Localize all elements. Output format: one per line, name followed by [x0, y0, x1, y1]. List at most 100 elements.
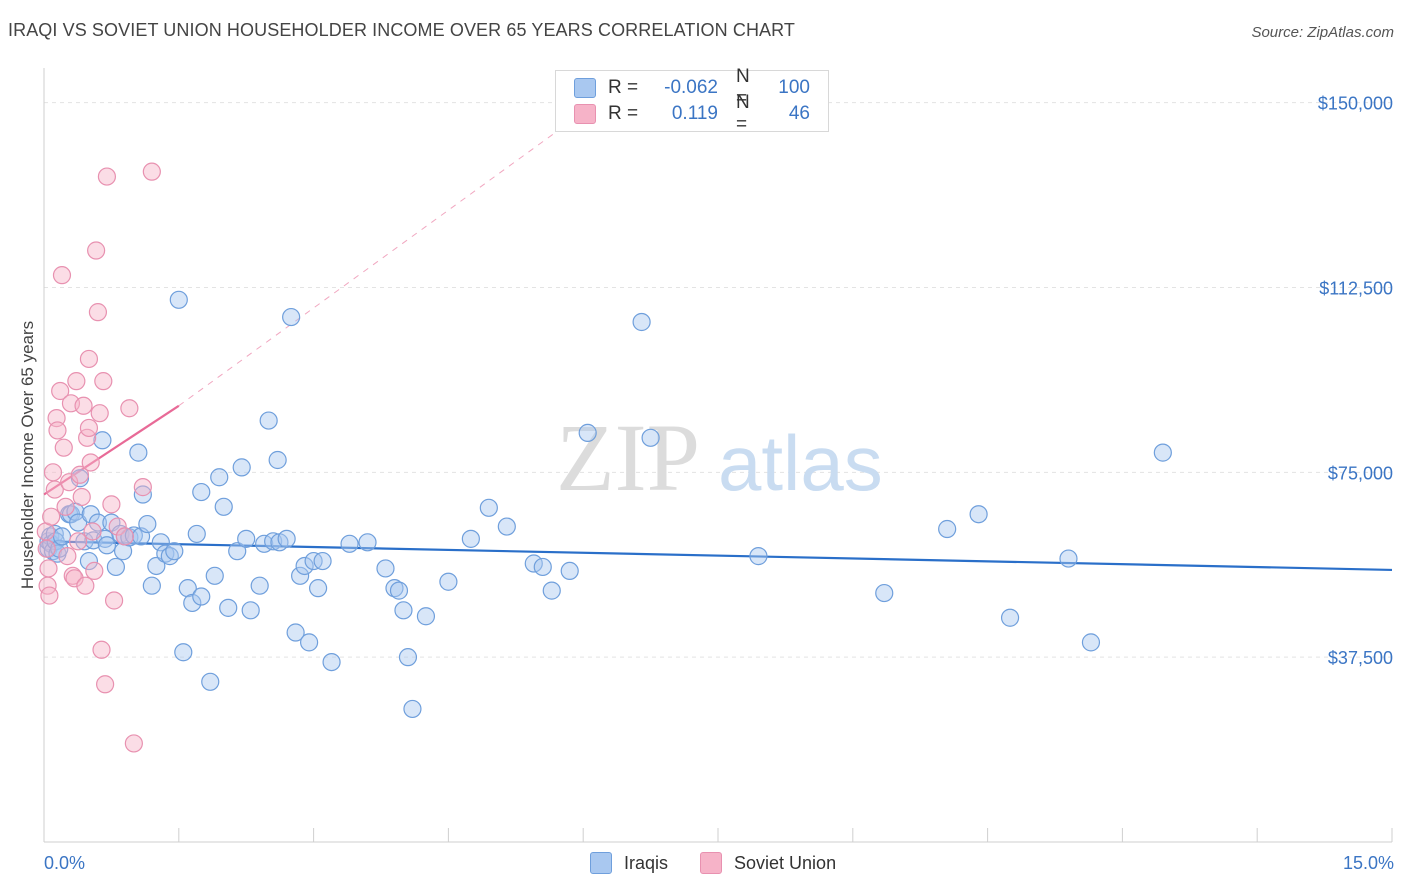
legend-n-label: N =: [736, 92, 750, 135]
legend-r-label: R =: [608, 103, 639, 124]
point-soviet-union: [58, 547, 77, 566]
point-iraqis: [138, 514, 157, 534]
y-axis-label: Householder Income Over 65 years: [18, 320, 37, 590]
point-iraqis: [376, 559, 395, 578]
point-soviet-union: [87, 241, 106, 260]
point-soviet-union: [88, 303, 108, 322]
point-iraqis: [79, 551, 99, 571]
series-legend: Iraqis Soviet Union: [590, 852, 868, 874]
gridlines: [44, 102, 1392, 658]
point-soviet-union: [85, 561, 104, 581]
point-soviet-union: [69, 532, 88, 551]
point-iraqis: [237, 529, 256, 548]
trend-line-soviet-union: [43, 404, 180, 496]
point-soviet-union: [60, 473, 79, 492]
point-iraqis: [174, 643, 193, 662]
watermark-zip: ZIP: [556, 404, 700, 511]
point-iraqis: [106, 557, 125, 577]
point-iraqis: [241, 601, 260, 620]
point-soviet-union: [65, 569, 84, 588]
point-soviet-union: [56, 497, 75, 516]
legend-label-iraqis: Iraqis: [624, 852, 669, 873]
x-tick-label-max: 15.0%: [1342, 853, 1394, 873]
point-iraqis: [232, 458, 251, 477]
point-iraqis: [210, 468, 229, 487]
point-iraqis: [1081, 633, 1101, 652]
point-soviet-union: [45, 480, 64, 499]
point-iraqis: [183, 593, 202, 613]
legend-label-soviet-union: Soviet Union: [734, 852, 837, 873]
point-iraqis: [308, 579, 328, 598]
legend-n-value: 100: [778, 77, 810, 98]
point-iraqis: [479, 498, 498, 517]
y-tick-label: $150,000: [1318, 94, 1393, 114]
point-iraqis: [88, 513, 108, 532]
legend-item-iraqis[interactable]: Iraqis: [590, 852, 668, 874]
point-iraqis: [749, 547, 768, 566]
point-soviet-union: [52, 266, 72, 285]
point-iraqis: [282, 307, 301, 327]
point-soviet-union: [42, 507, 61, 526]
point-iraqis: [416, 607, 436, 626]
trend-line-soviet-union: [178, 92, 611, 407]
legend-n-label: N =: [736, 66, 750, 109]
point-soviet-union: [76, 576, 95, 595]
point-soviet-union: [92, 640, 111, 659]
point-soviet-union: [79, 349, 99, 369]
legend-row-iraqis: R = -0.062 N = 100: [574, 66, 810, 109]
point-iraqis: [151, 533, 170, 552]
point-iraqis: [169, 290, 188, 309]
point-iraqis: [641, 428, 660, 447]
point-iraqis: [1153, 443, 1172, 462]
legend-item-soviet-union[interactable]: Soviet Union: [700, 852, 836, 874]
point-iraqis: [295, 556, 314, 576]
legend-swatch-pink: [574, 104, 596, 124]
watermark: ZIP atlas: [556, 404, 883, 511]
point-iraqis: [97, 536, 117, 555]
point-soviet-union: [74, 396, 93, 415]
point-iraqis: [178, 579, 197, 598]
point-iraqis: [322, 652, 341, 672]
point-iraqis: [192, 482, 211, 502]
legend-row-soviet-union: R = 0.119 N = 46: [574, 92, 810, 135]
chart-title: IRAQI VS SOVIET UNION HOUSEHOLDER INCOME…: [8, 20, 796, 40]
point-soviet-union: [39, 559, 58, 578]
point-iraqis: [187, 524, 206, 544]
point-soviet-union: [40, 586, 59, 605]
point-soviet-union: [94, 372, 113, 391]
point-iraqis: [192, 587, 211, 606]
point-soviet-union: [97, 167, 117, 186]
point-iraqis: [403, 699, 422, 719]
point-iraqis: [268, 450, 287, 470]
point-soviet-union: [37, 539, 56, 558]
source-label: Source: ZipAtlas.com: [1251, 24, 1394, 41]
y-tick-labels: $37,500 $75,000 $112,500 $150,000: [1318, 94, 1393, 669]
point-soviet-union: [96, 675, 115, 694]
point-soviet-union: [54, 438, 73, 457]
point-iraqis: [389, 581, 409, 600]
point-soviet-union: [67, 372, 86, 391]
point-iraqis: [542, 581, 561, 600]
point-iraqis: [938, 519, 957, 539]
point-iraqis: [875, 583, 894, 603]
trend-line-iraqis: [43, 540, 1393, 572]
point-iraqis: [969, 505, 988, 524]
point-iraqis: [560, 561, 579, 581]
point-iraqis: [1000, 608, 1020, 627]
stats-legend: R = -0.062 N = 100 R = 0.119 N = 46: [555, 66, 829, 135]
legend-swatch-iraqis: [590, 852, 612, 874]
point-soviet-union: [51, 381, 70, 401]
point-iraqis: [533, 557, 552, 577]
axes: [43, 68, 1393, 843]
legend-swatch-blue: [574, 78, 596, 98]
point-iraqis: [264, 532, 283, 551]
legend-r-value: 0.119: [671, 103, 718, 124]
point-iraqis: [147, 556, 166, 576]
point-iraqis: [358, 533, 377, 552]
point-soviet-union: [90, 404, 109, 423]
point-iraqis: [129, 443, 148, 462]
point-soviet-union: [115, 527, 134, 546]
legend-r-value: -0.062: [664, 77, 718, 98]
point-soviet-union: [104, 591, 124, 610]
point-iraqis: [398, 648, 418, 667]
